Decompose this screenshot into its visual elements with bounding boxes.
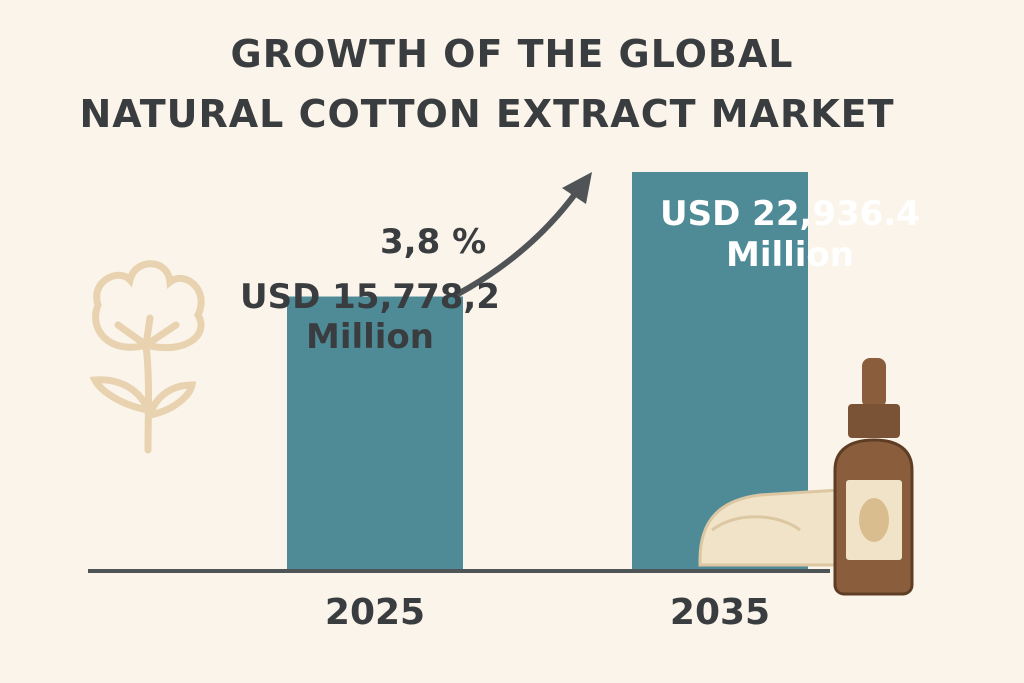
- x-tick-label: 2025: [324, 592, 426, 633]
- chart-title: GROWTH OF THE GLOBAL: [230, 32, 794, 76]
- x-tick-label: 2035: [669, 592, 771, 633]
- value-label: USD 22,936.4 Million: [660, 194, 920, 275]
- value-label: USD 15,778,2 Million: [240, 276, 500, 358]
- towel-icon: [698, 488, 842, 567]
- growth-annotation: 3,8 %: [380, 222, 487, 262]
- bottle-icon: [833, 358, 914, 596]
- cotton-icon: [89, 260, 205, 454]
- arrow-head: [562, 172, 592, 204]
- chart-title: NATURAL COTTON EXTRACT MARKET: [79, 92, 895, 136]
- bar: [287, 296, 463, 571]
